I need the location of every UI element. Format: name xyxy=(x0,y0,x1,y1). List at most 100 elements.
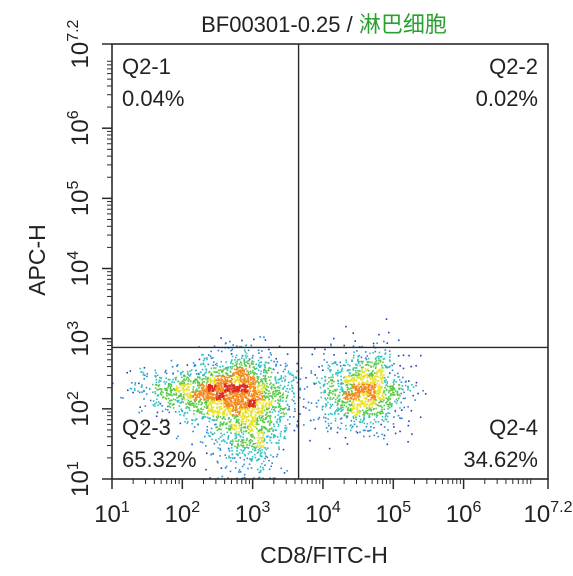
data-point xyxy=(269,428,272,430)
data-point xyxy=(259,454,262,457)
data-point xyxy=(333,413,336,415)
data-point xyxy=(359,364,361,367)
data-point xyxy=(337,410,339,412)
data-point xyxy=(376,380,379,383)
data-point xyxy=(397,397,400,400)
data-point xyxy=(375,372,378,375)
data-point xyxy=(208,420,211,423)
data-point xyxy=(360,370,363,373)
data-point xyxy=(317,381,320,383)
data-point xyxy=(382,412,384,414)
data-point xyxy=(260,437,262,439)
data-point xyxy=(379,361,382,363)
data-point xyxy=(377,375,379,378)
data-point xyxy=(367,395,369,398)
data-point xyxy=(232,415,234,417)
data-point xyxy=(249,376,251,378)
data-point xyxy=(235,372,238,375)
data-point xyxy=(251,424,253,426)
data-point xyxy=(257,363,260,366)
data-point xyxy=(382,396,385,399)
data-point xyxy=(220,387,222,390)
data-point xyxy=(167,385,170,388)
data-point xyxy=(350,387,352,389)
data-point xyxy=(347,412,349,414)
data-point xyxy=(256,379,259,382)
data-point xyxy=(160,391,162,394)
data-point xyxy=(156,384,158,386)
data-point xyxy=(203,406,206,408)
data-point xyxy=(363,397,366,400)
data-point xyxy=(263,438,266,440)
data-point xyxy=(257,449,260,451)
data-point xyxy=(213,393,215,396)
data-point xyxy=(226,413,228,415)
data-point xyxy=(251,419,254,421)
data-point xyxy=(240,371,243,374)
data-point xyxy=(246,397,249,400)
data-point xyxy=(211,401,213,404)
data-point xyxy=(257,349,260,352)
data-point xyxy=(256,418,259,421)
data-point xyxy=(375,382,378,385)
data-point xyxy=(206,412,208,415)
data-point xyxy=(338,408,340,410)
data-point xyxy=(377,421,380,423)
data-point xyxy=(208,393,211,395)
data-point xyxy=(240,429,242,432)
data-point xyxy=(234,429,237,431)
data-point xyxy=(193,413,195,415)
data-point xyxy=(243,395,246,397)
data-point xyxy=(199,398,202,400)
data-point xyxy=(175,387,178,390)
data-point xyxy=(258,432,261,435)
data-point xyxy=(191,443,193,446)
data-point xyxy=(359,418,362,421)
data-point xyxy=(253,373,255,376)
data-point xyxy=(226,386,228,388)
data-point xyxy=(261,437,264,439)
data-point xyxy=(375,359,378,362)
data-point xyxy=(351,395,353,398)
data-point xyxy=(334,410,337,412)
data-point xyxy=(254,398,256,400)
data-point xyxy=(238,427,240,430)
data-point xyxy=(372,379,374,381)
data-point xyxy=(256,431,259,434)
data-point xyxy=(224,454,227,456)
data-point xyxy=(353,379,356,382)
data-point xyxy=(365,425,368,428)
data-point xyxy=(389,353,391,356)
data-point xyxy=(188,388,191,391)
data-point xyxy=(243,388,245,391)
data-point xyxy=(218,369,220,372)
data-point xyxy=(187,399,190,402)
data-point xyxy=(250,344,253,347)
data-point xyxy=(399,417,401,419)
data-point xyxy=(337,382,339,385)
data-point xyxy=(363,391,366,393)
data-point xyxy=(268,430,271,433)
data-point xyxy=(248,399,251,402)
data-point xyxy=(169,378,171,381)
data-point xyxy=(252,354,254,357)
data-point xyxy=(221,384,223,386)
data-point xyxy=(364,387,366,390)
data-point xyxy=(242,369,245,372)
data-point xyxy=(223,416,225,418)
data-point xyxy=(233,378,235,380)
data-point xyxy=(210,410,213,413)
data-point xyxy=(221,393,224,396)
data-point xyxy=(238,425,241,427)
data-point xyxy=(360,377,362,380)
data-point xyxy=(173,381,175,384)
data-point xyxy=(334,420,337,422)
data-point xyxy=(362,375,365,377)
data-point xyxy=(222,365,224,367)
data-point xyxy=(260,379,263,382)
data-point xyxy=(264,369,267,372)
data-point xyxy=(241,392,244,395)
data-point xyxy=(174,399,177,401)
data-point xyxy=(244,401,247,404)
data-point xyxy=(313,383,316,385)
